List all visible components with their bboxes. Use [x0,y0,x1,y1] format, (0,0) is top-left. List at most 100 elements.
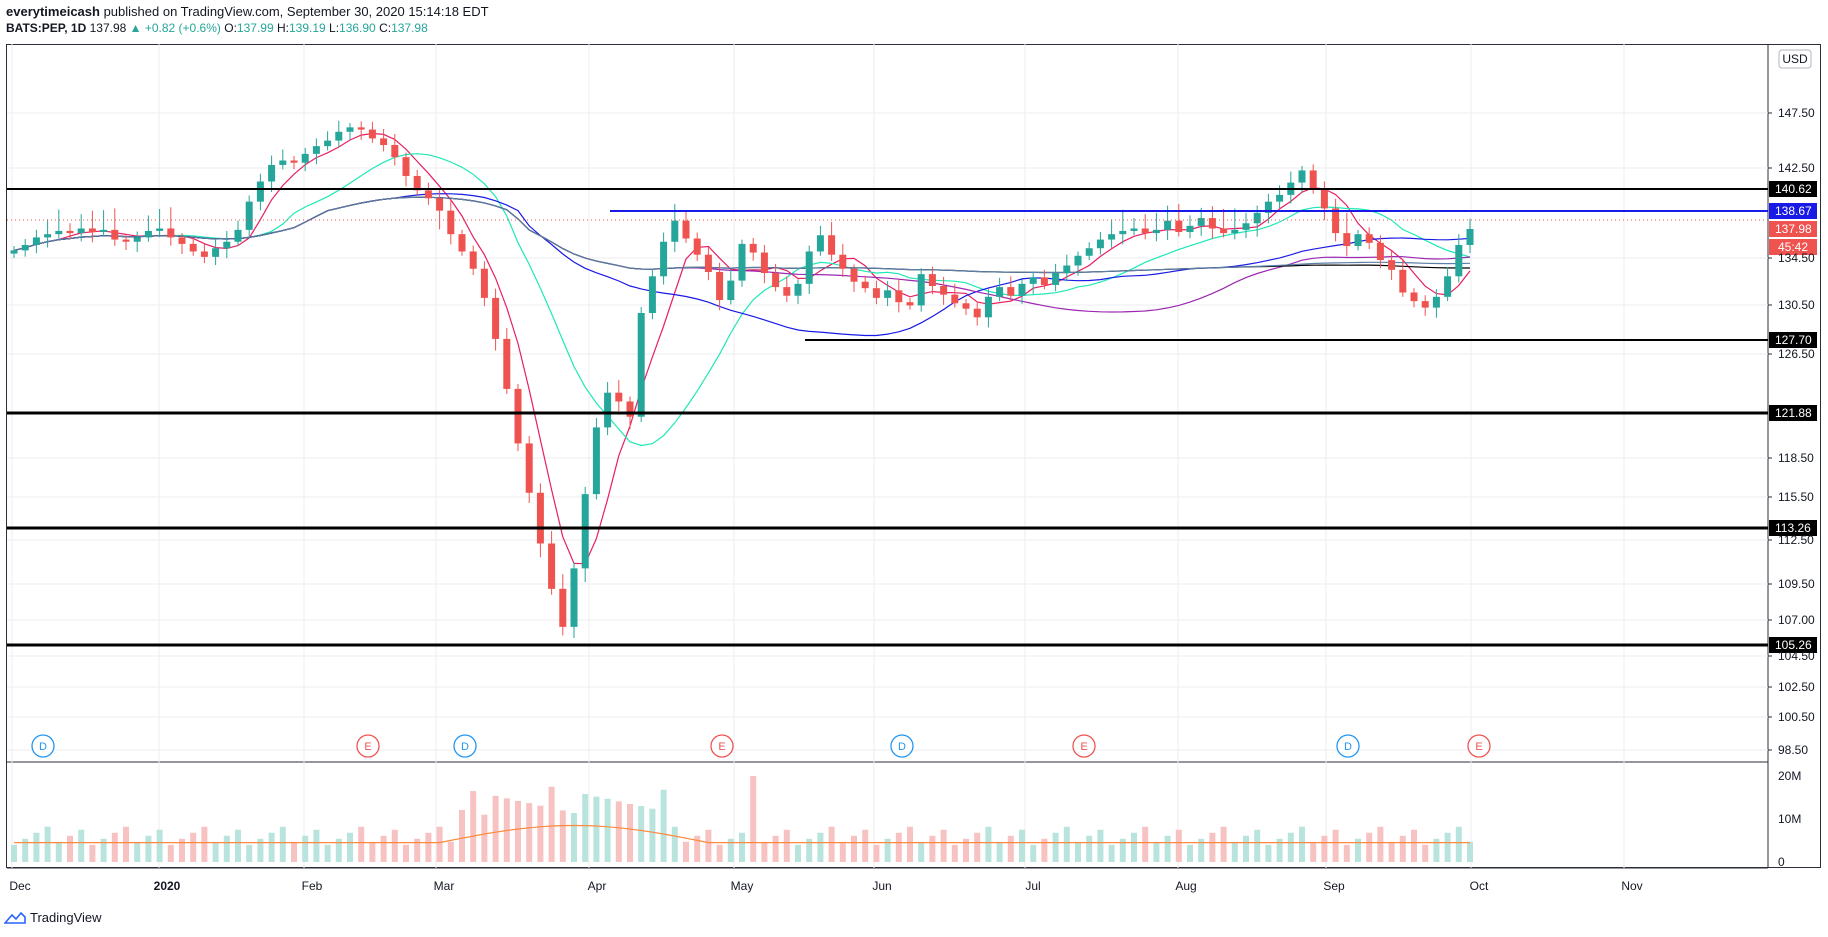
volume-bar [1467,841,1473,862]
brand-name[interactable]: TradingView [30,910,102,925]
candle-body [637,313,645,417]
volume-bar [1377,826,1384,862]
volume-bar [492,795,499,862]
volume-bar [1007,835,1014,862]
candle-body [1141,228,1149,234]
volume-bar [470,791,477,862]
candle-body [1298,170,1306,183]
candle-body [1096,239,1104,249]
volume-bar [660,789,667,862]
level-price-label: 127.70 [1775,333,1812,347]
earnings-marker [710,734,734,758]
candle-body [727,280,735,301]
high-value: 139.19 [288,21,326,35]
volume-bar [324,844,331,862]
candle-body [1388,260,1396,270]
price-tick-label: 98.50 [1778,743,1808,757]
volume-bar [11,844,17,862]
candle-body [1332,208,1340,234]
volume-bar [1243,835,1249,862]
author-name[interactable]: everytimeicash [6,4,100,19]
dividend-marker [453,734,477,758]
candle-body [917,274,925,306]
volume-bar [884,838,891,862]
price-tick-label: 134.50 [1778,251,1815,265]
earnings-marker [1072,734,1096,758]
dividend-marker [1336,734,1360,758]
volume-bar [201,826,208,862]
dividend-marker [31,734,55,758]
volume-bar [851,835,857,862]
level-price-label: 105.26 [1775,638,1812,652]
volume-bar [1209,832,1216,862]
volume-bar [403,844,409,862]
volume-bar [739,832,745,862]
level-price-label: 138.67 [1775,204,1812,218]
candle-body [1276,194,1284,202]
candle-body [200,251,208,257]
price-tick-label: 112.50 [1778,533,1814,547]
price-tick-label: 126.50 [1778,347,1815,361]
volume-bar [358,826,365,862]
candle-body [1186,225,1194,233]
volume-bar [593,796,600,862]
candle-body [1432,296,1440,308]
candle-body [1018,283,1026,296]
last-price-label: 137.98 [1775,222,1812,236]
level-price-tag [1769,181,1817,197]
candle-body [693,238,701,255]
volume-bar [347,832,353,862]
candle-body [312,146,320,154]
moving-average-line [13,132,1471,565]
volume-bar [750,776,757,862]
level-price-label: 140.62 [1775,182,1812,196]
candle-body [884,290,892,298]
time-tick-label: Dec [9,879,30,893]
candle-body [828,235,836,255]
volume-bar [1131,832,1137,862]
candle-body [1309,170,1317,190]
candle-body [335,131,343,141]
volume-bar [951,844,958,862]
volume-bar [123,826,129,862]
candle-body [1152,229,1160,234]
volume-bar [1175,829,1182,862]
volume-bar [671,826,678,862]
volume-bar [1276,838,1283,862]
candle-body [279,160,287,165]
event-marker-label: E [1080,741,1087,753]
volume-bar [761,841,768,862]
candle-body [1231,229,1239,234]
candle-body [21,244,29,251]
volume-bar [582,794,589,862]
currency-label[interactable]: USD [1782,52,1808,66]
candle-body [839,254,847,269]
candle-body [592,427,600,495]
candle-body [88,228,96,233]
price-tick-label: 104.50 [1778,649,1815,663]
volume-bar [179,838,185,862]
tradingview-logo-icon [4,911,26,924]
low-value: 136.90 [339,21,376,35]
volume-bar [1164,835,1171,862]
candle-body [772,273,780,288]
candle-body [380,138,388,146]
volume-bar [1388,841,1395,862]
candle-body [469,251,477,269]
candle-body [1040,277,1048,285]
event-marker-label: D [1344,741,1352,753]
event-marker-label: E [364,741,371,753]
candle-body [167,228,175,238]
volume-bar [907,826,913,862]
time-axis: Dec 2020 Feb Mar Apr May Jun Jul Aug Sep Oct Nov [9,879,1642,893]
candle-body [660,241,668,277]
publish-info: everytimeicash published on TradingView.… [6,4,489,19]
moving-averages [13,132,1471,565]
level-price-label: 113.26 [1775,521,1811,535]
candle-body [122,239,130,242]
chart-grid [7,44,1769,869]
candle-body [1444,276,1452,297]
time-tick-label: Jul [1025,879,1040,893]
volume-bar [1075,841,1081,862]
